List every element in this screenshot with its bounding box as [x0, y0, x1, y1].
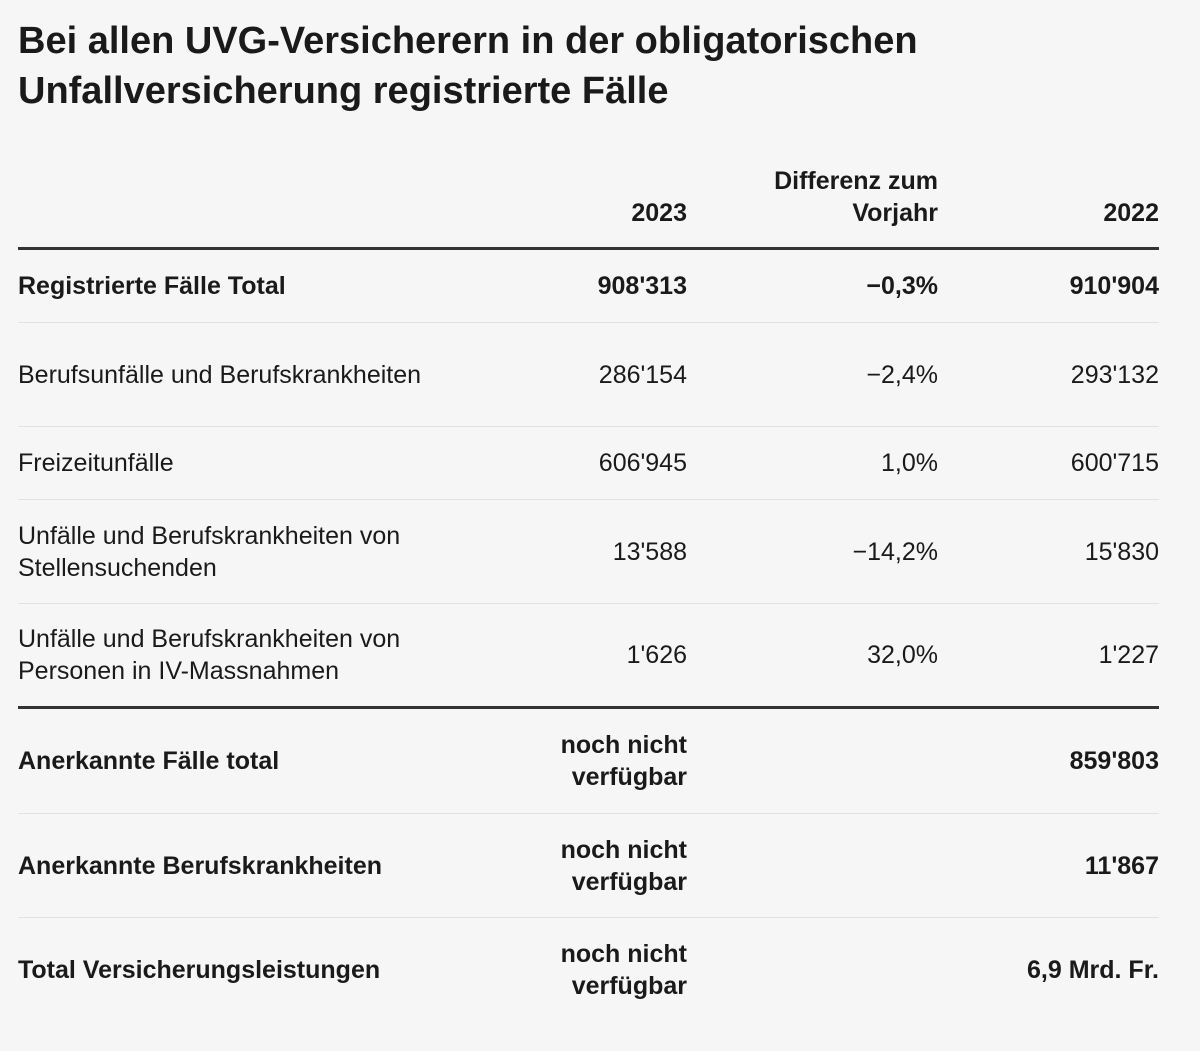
header-cell: [18, 165, 448, 250]
table-row: Unfälle und Berufskrankheiten von Stelle…: [18, 499, 1159, 604]
header-cell: Differenz zum Vorjahr: [687, 165, 938, 250]
row-label: Berufsunfälle und Berufskrankheiten: [18, 322, 448, 427]
row-label: Total Versicherungsleistungen: [18, 955, 381, 984]
cell-diff: −0,3%: [687, 248, 938, 323]
cell-text: 13'588: [612, 537, 687, 566]
table-row: Unfälle und Berufskrankheiten von Person…: [18, 603, 1159, 709]
table-row: Total Versicherungsleistungen noch nicht …: [18, 918, 1159, 1022]
table-row: Anerkannte Fälle total noch nicht verfügb…: [18, 707, 1159, 814]
cell-2022: 600'715: [938, 426, 1159, 500]
cell-2022: 859'803: [938, 707, 1159, 814]
cell-diff: −14,2%: [687, 499, 938, 604]
cell-diff: −2,4%: [687, 322, 938, 427]
title: Bei allen UVG-Versicherern in der obliga…: [18, 20, 918, 112]
cell-2022: 15'830: [938, 499, 1159, 604]
cell-2022: 293'132: [938, 322, 1159, 427]
cell-diff: [687, 707, 938, 814]
cell-2023: 286'154: [448, 322, 687, 427]
row-label: Registrierte Fälle Total: [18, 248, 448, 323]
header-cell: 2022: [938, 165, 1159, 250]
row-label: Freizeitunfälle: [18, 426, 448, 500]
cell-2022: 1'227: [938, 603, 1159, 709]
cell-2023: 908'313: [448, 248, 687, 323]
cell-text: 606'945: [598, 449, 687, 477]
row-label: Anerkannte Fälle total: [18, 707, 448, 814]
table-row: Anerkannte Berufskrankheiten noch nicht v…: [18, 813, 1159, 918]
table-row: Freizeitunfälle 606'945 1,0% 600'715: [18, 426, 1159, 500]
cell-diff: [687, 813, 938, 918]
header-cell: 2023: [448, 165, 687, 250]
cell-2023: 606'945: [448, 426, 687, 500]
row-label: Anerkannte Berufskrankheiten: [18, 813, 448, 918]
cell-diff: 1,0%: [687, 426, 938, 500]
cell-diff: 32,0%: [687, 603, 938, 709]
table-row: Berufsunfälle und Berufskrankheiten 286'1…: [18, 322, 1159, 427]
cell-2022: 11'867: [938, 813, 1159, 918]
cell-2023: noch nicht verfügbar: [448, 813, 687, 918]
cell-2023: 13'588: [448, 499, 687, 604]
cell-text: noch nicht verfügbar: [560, 835, 687, 896]
cell-text: 286'154: [598, 360, 687, 389]
row-label: Unfälle und Berufskrankheiten von Stelle…: [18, 499, 448, 604]
header-row: 2023 Differenz zum Vorjahr 2022: [18, 165, 1159, 250]
cell-diff: [687, 918, 938, 1022]
cell-2022: 6,9 Mrd. Fr.: [1027, 955, 1159, 984]
table-row: Registrierte Fälle Total 908'313 −0,3% 910'…: [18, 248, 1159, 323]
cell-2023: 1'626: [448, 603, 687, 709]
cell-text: 1'626: [626, 641, 687, 669]
cell-2023: noch nicht verfügbar: [448, 918, 687, 1022]
cell-text: noch nicht verfügbar: [560, 731, 687, 791]
table: 2023 Differenz zum Vorjahr 2022 Registri…: [18, 165, 1159, 1022]
cell-2023: noch nicht verfügbar: [448, 707, 687, 814]
table-body: Registrierte Fälle Total 908'313 −0,3% 910'…: [18, 248, 1159, 1022]
cell-2022: 910'904: [938, 248, 1159, 323]
cell-text: 908'313: [597, 272, 687, 300]
cell-text: noch nicht verfügbar: [560, 939, 687, 1000]
header-text: Differenz zum Vorjahr: [774, 167, 938, 227]
row-label: Unfälle und Berufskrankheiten von Person…: [18, 603, 448, 709]
